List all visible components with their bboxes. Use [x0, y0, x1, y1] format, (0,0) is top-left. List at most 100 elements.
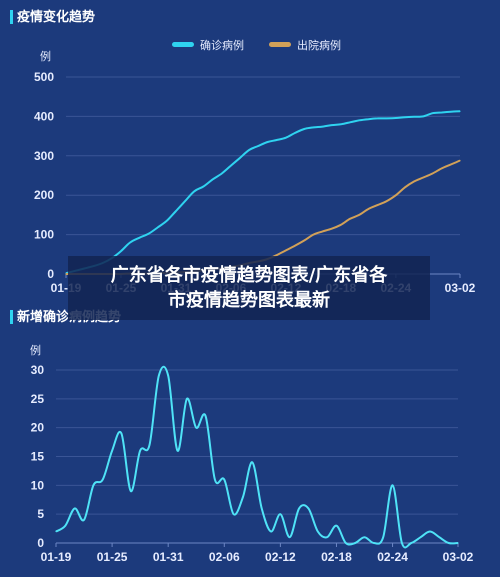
data-point [130, 490, 132, 492]
data-point [175, 210, 177, 212]
data-point [422, 176, 424, 179]
x-tick-label: 02-24 [377, 550, 408, 564]
x-tick-label: 01-25 [97, 550, 128, 564]
data-point [448, 542, 450, 544]
data-point [83, 519, 85, 521]
caption-line-2: 市疫情趋势图表最新 [167, 290, 330, 311]
data-point [345, 542, 347, 544]
data-point [317, 530, 319, 533]
epidemic-trend-chart: 疫情变化趋势例010020030040050001-1901-2501-3102… [10, 9, 476, 295]
x-tick-label: 01-31 [153, 550, 184, 564]
data-point [276, 254, 278, 256]
data-point [279, 513, 281, 515]
y-unit-label: 例 [30, 343, 41, 357]
data-point [326, 536, 328, 538]
data-point [450, 111, 452, 113]
data-point [431, 172, 434, 175]
data-point [120, 432, 123, 435]
data-point [147, 233, 150, 235]
data-point [386, 200, 388, 202]
caption-text: 广东省各市疫情趋势图表/广东省各 市疫情趋势图表最新 [111, 263, 388, 313]
data-point [367, 118, 369, 120]
y-unit-label: 例 [40, 49, 51, 63]
y-tick-label: 30 [31, 363, 45, 377]
data-point [363, 536, 366, 538]
data-point [376, 117, 379, 119]
data-point [129, 241, 131, 244]
panel-title-bar [10, 10, 13, 24]
data-point [413, 116, 415, 118]
data-point [303, 239, 305, 242]
data-point [233, 513, 235, 515]
data-point [186, 398, 188, 400]
data-point [111, 450, 113, 452]
data-point [312, 234, 314, 236]
data-point [410, 542, 412, 544]
series-line [65, 110, 461, 275]
data-point [74, 507, 76, 509]
panel-title-bar [10, 310, 13, 324]
data-point [358, 119, 360, 121]
data-point [266, 141, 269, 143]
data-point [395, 194, 397, 196]
data-point [450, 163, 452, 166]
data-point [64, 525, 66, 527]
data-point [204, 415, 207, 417]
data-point [212, 178, 214, 181]
y-tick-label: 5 [37, 507, 44, 521]
data-point [382, 536, 384, 538]
data-point [214, 478, 216, 481]
data-point [270, 530, 272, 533]
data-point [138, 237, 140, 239]
data-point [248, 149, 250, 151]
data-point [294, 132, 296, 134]
data-point [349, 121, 351, 123]
data-point [242, 496, 244, 498]
data-point [354, 542, 356, 544]
data-point [230, 165, 232, 167]
data-point [157, 226, 159, 229]
data-point [391, 484, 394, 486]
data-point [459, 110, 461, 112]
data-point [404, 186, 406, 188]
y-tick-label: 10 [31, 478, 45, 492]
data-point [92, 484, 94, 486]
data-point [195, 427, 197, 429]
data-point [307, 507, 310, 509]
x-tick-label: 02-18 [321, 550, 352, 564]
data-point [413, 180, 415, 183]
series-line [55, 365, 459, 549]
x-tick-label: 03-02 [445, 281, 476, 295]
legend-swatch [172, 42, 194, 47]
data-point [321, 126, 324, 128]
y-tick-label: 400 [34, 109, 54, 123]
data-point [166, 220, 168, 222]
data-point [285, 249, 287, 251]
x-tick-label: 02-06 [209, 550, 240, 564]
panel-title: 疫情变化趋势 [17, 9, 95, 24]
data-point [298, 507, 300, 509]
data-point [167, 375, 169, 377]
data-point [441, 111, 443, 114]
y-tick-label: 20 [31, 421, 45, 435]
data-point [65, 273, 67, 275]
data-point [289, 536, 291, 538]
y-tick-label: 15 [31, 450, 45, 464]
data-point [386, 117, 388, 119]
data-point [331, 124, 333, 126]
data-point [276, 139, 278, 141]
y-tick-label: 0 [47, 267, 54, 281]
data-point [438, 536, 440, 538]
caption-line-1: 广东省各市疫情趋势图表/广东省各 [110, 265, 388, 286]
data-point [335, 525, 338, 527]
y-tick-label: 0 [37, 536, 44, 550]
data-point [395, 117, 397, 119]
data-point [239, 157, 241, 159]
data-point [340, 123, 342, 125]
data-point [457, 542, 459, 544]
legend-label: 出院病例 [297, 38, 341, 52]
data-point [312, 126, 314, 129]
data-point [404, 116, 406, 118]
data-point [321, 230, 324, 233]
data-point [221, 172, 223, 175]
